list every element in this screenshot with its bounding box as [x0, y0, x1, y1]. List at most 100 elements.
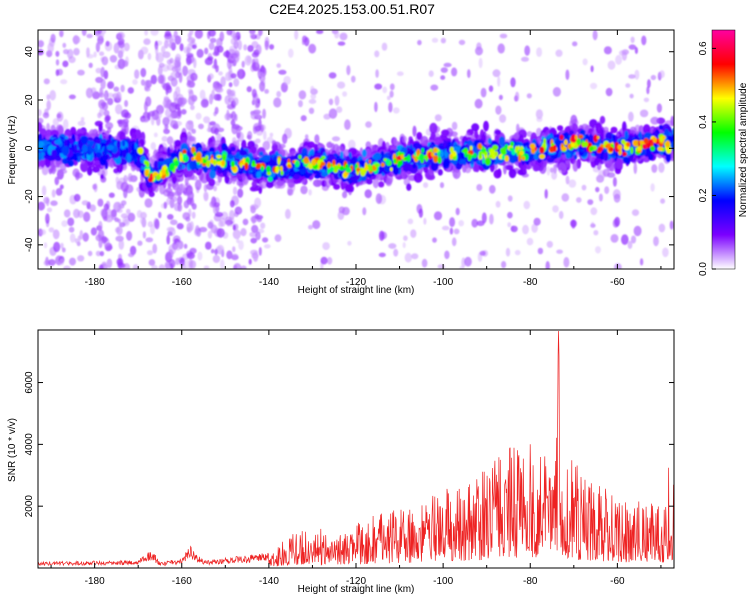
spectrogram-blob — [204, 47, 209, 55]
spectrogram-blob — [282, 133, 288, 144]
spectrogram-blob — [441, 225, 450, 231]
spectrogram-blob — [183, 243, 188, 249]
spectrogram-blob — [659, 70, 665, 79]
spectrogram-blob — [97, 41, 103, 46]
spectrogram-blob — [306, 141, 316, 149]
spectrogram-blob — [175, 257, 180, 266]
spectrogram-blob — [98, 220, 103, 232]
spectrogram-blob — [416, 132, 423, 140]
spectrogram-blob — [557, 125, 564, 131]
spectrogram-blob — [605, 87, 613, 97]
spectrogram-blob — [210, 249, 215, 254]
spectrogram-blob — [207, 56, 214, 61]
spectrogram-blob — [189, 260, 197, 269]
spectrogram-blob — [216, 228, 225, 238]
spectrogram-blob — [254, 102, 260, 109]
spectrogram-blob — [470, 134, 476, 142]
spectrogram-blob — [43, 78, 50, 85]
spectrogram-blob — [240, 265, 247, 269]
spectrogram-blob — [630, 36, 635, 43]
spectrogram-blob — [82, 232, 89, 242]
spectrogram-blob — [163, 95, 169, 102]
spectrogram-blob — [658, 162, 665, 173]
spectrogram-blob — [479, 250, 486, 256]
spectrogram-blob — [531, 223, 538, 233]
spectrogram-blob — [117, 38, 125, 44]
spectrogram-blob — [51, 189, 56, 198]
spectrogram-blob — [209, 37, 217, 43]
spectrogram-blob — [60, 242, 64, 249]
spectrogram-blob — [85, 87, 93, 99]
spectrogram-blob — [255, 44, 262, 55]
spectrogram-blob — [130, 162, 136, 172]
spectrogram-blob — [230, 119, 236, 126]
spectrogram-blob — [104, 115, 110, 124]
spectrogram-blob — [52, 118, 59, 126]
spectrogram-blob — [175, 241, 182, 251]
spectrogram-blob — [361, 149, 367, 158]
spectrogram-blob — [348, 139, 356, 150]
spectrogram-blob — [406, 183, 412, 191]
spectrogram-blob — [147, 52, 152, 61]
spectrogram-blob — [170, 120, 178, 129]
spectrogram-blob — [67, 159, 75, 167]
spectrogram-blob — [73, 193, 81, 202]
spectrogram-blob — [60, 79, 68, 85]
spectrogram-blob — [98, 123, 103, 132]
spectrogram-blob — [262, 237, 269, 243]
spectrogram-blob — [150, 30, 159, 36]
spectrogram-blob — [203, 116, 211, 124]
spectrogram-blob — [49, 90, 56, 101]
spectrogram-blob — [175, 188, 183, 195]
spectrogram-blob — [97, 112, 102, 119]
spectrogram-blob — [98, 264, 104, 269]
spectrogram-blob — [100, 174, 104, 180]
spectrogram-blob — [127, 87, 134, 94]
spectrogram-blob — [629, 126, 637, 135]
spectrogram-blob — [189, 30, 194, 36]
spectrogram-blob — [558, 210, 564, 220]
spectrogram-blob — [207, 221, 214, 229]
spectrogram-blob — [194, 179, 202, 191]
spectrogram-blob — [68, 94, 76, 100]
spectrogram-blob — [236, 238, 240, 244]
spectrogram-blob — [481, 212, 487, 224]
spectrogram-blob — [140, 67, 147, 78]
spectrogram-blob — [249, 231, 258, 238]
spectrogram-blob — [443, 62, 452, 68]
spectrogram-blob — [50, 200, 58, 206]
spectrogram-blob — [505, 164, 514, 171]
spectrogram-blob — [565, 69, 570, 81]
spectrogram-blob — [132, 79, 138, 85]
spectrogram-blob — [59, 184, 64, 190]
spectrogram-blob — [263, 130, 267, 141]
spectrogram-blob — [546, 166, 551, 176]
spectrogram-blob — [38, 40, 44, 48]
spectrogram-blob — [478, 57, 483, 69]
spectrogram-blob — [231, 111, 236, 121]
spectrogram-blob — [195, 225, 200, 235]
spectrogram-blob — [58, 169, 68, 174]
spectrogram-blob — [420, 140, 427, 146]
spectrogram-blob — [232, 186, 238, 195]
spectrogram-blob — [449, 227, 454, 235]
spectrogram-blob — [205, 241, 212, 250]
spectrogram-blob — [191, 128, 196, 134]
spectrogram-blob — [382, 86, 388, 94]
spectrogram-blob — [209, 169, 217, 179]
spectrogram-blob — [598, 193, 603, 202]
spectrogram-blob — [196, 48, 204, 58]
spectrogram-blob — [117, 31, 125, 40]
spectrogram-blob — [182, 212, 190, 220]
spectrogram-blob — [232, 229, 241, 240]
spectrogram-blob — [166, 136, 174, 145]
spectrogram-blob — [381, 42, 388, 51]
spectrogram-blob — [178, 72, 183, 84]
spectrogram-blob — [474, 129, 478, 139]
spectrogram-blob — [440, 67, 448, 73]
spectrogram-blob — [161, 136, 168, 142]
spectrogram-blob — [208, 30, 216, 37]
spectrogram-blob — [434, 114, 442, 122]
spectrogram-blob — [101, 56, 109, 66]
